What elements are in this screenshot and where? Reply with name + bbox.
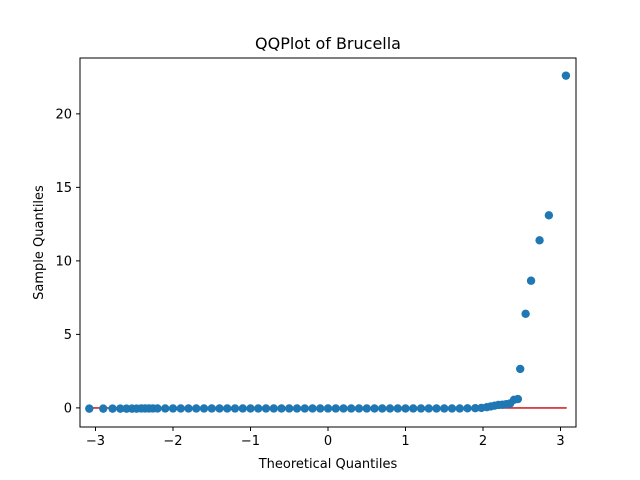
data-point (85, 404, 94, 413)
points-layer (85, 71, 571, 413)
data-point (401, 404, 410, 413)
x-tick-label: 2 (479, 434, 487, 449)
y-tick-label: 20 (55, 107, 72, 122)
data-point (230, 404, 240, 413)
x-tick-label: 1 (401, 434, 409, 449)
x-tick-label: −3 (86, 434, 105, 449)
data-point (370, 404, 379, 413)
data-point (432, 404, 441, 413)
data-point (561, 71, 571, 80)
data-point (192, 404, 201, 413)
data-point (339, 404, 348, 413)
data-point (521, 309, 530, 319)
data-point (277, 404, 286, 413)
data-point (207, 404, 216, 413)
data-point (463, 404, 472, 413)
data-point (526, 276, 536, 285)
plot-frame (79, 57, 577, 428)
data-point (153, 404, 162, 413)
data-point (535, 236, 544, 245)
data-point (409, 404, 418, 413)
data-point (316, 404, 325, 413)
data-point (176, 404, 185, 413)
y-tick-label: 5 (64, 328, 72, 343)
y-tick-label: 0 (64, 401, 72, 416)
data-point (544, 211, 554, 220)
data-point (308, 404, 317, 413)
data-point (199, 404, 209, 413)
y-tick-label: 15 (55, 181, 72, 196)
data-point (168, 404, 178, 413)
data-point (223, 404, 232, 413)
data-point (161, 404, 170, 413)
data-point (424, 404, 433, 413)
data-point (99, 404, 108, 413)
y-axis-label: Sample Quantiles (32, 185, 47, 300)
data-point (513, 394, 523, 404)
x-tick-label: 0 (324, 434, 332, 449)
data-point (215, 404, 224, 413)
x-ticks: −3 −2 −1 0 1 2 3 (86, 427, 565, 449)
data-point (471, 403, 480, 413)
data-point (440, 404, 449, 413)
data-point (378, 404, 387, 413)
data-point (323, 404, 333, 413)
data-point (447, 404, 457, 413)
data-point (108, 404, 117, 413)
data-point (393, 404, 402, 413)
x-axis-label: Theoretical Quantiles (258, 457, 398, 472)
data-point (269, 404, 278, 413)
data-point (300, 404, 309, 413)
data-point (347, 404, 356, 413)
chart-title: QQPlot of Brucella (255, 34, 401, 53)
y-tick-label: 10 (55, 254, 72, 269)
data-point (116, 404, 125, 413)
x-tick-label: −2 (163, 434, 182, 449)
data-point (385, 404, 395, 413)
data-point (362, 404, 371, 413)
data-point (238, 404, 247, 413)
data-point (455, 404, 464, 413)
data-point (354, 404, 364, 413)
y-ticks: 0 5 10 15 20 (55, 107, 80, 416)
data-point (331, 404, 340, 413)
x-tick-label: −1 (241, 434, 260, 449)
data-point (292, 404, 302, 413)
data-point (416, 404, 426, 413)
data-point (246, 404, 255, 413)
x-tick-label: 3 (556, 434, 564, 449)
data-point (184, 404, 193, 413)
data-point (261, 404, 271, 413)
data-point (285, 404, 294, 413)
data-point (254, 404, 263, 413)
data-point (516, 364, 525, 374)
